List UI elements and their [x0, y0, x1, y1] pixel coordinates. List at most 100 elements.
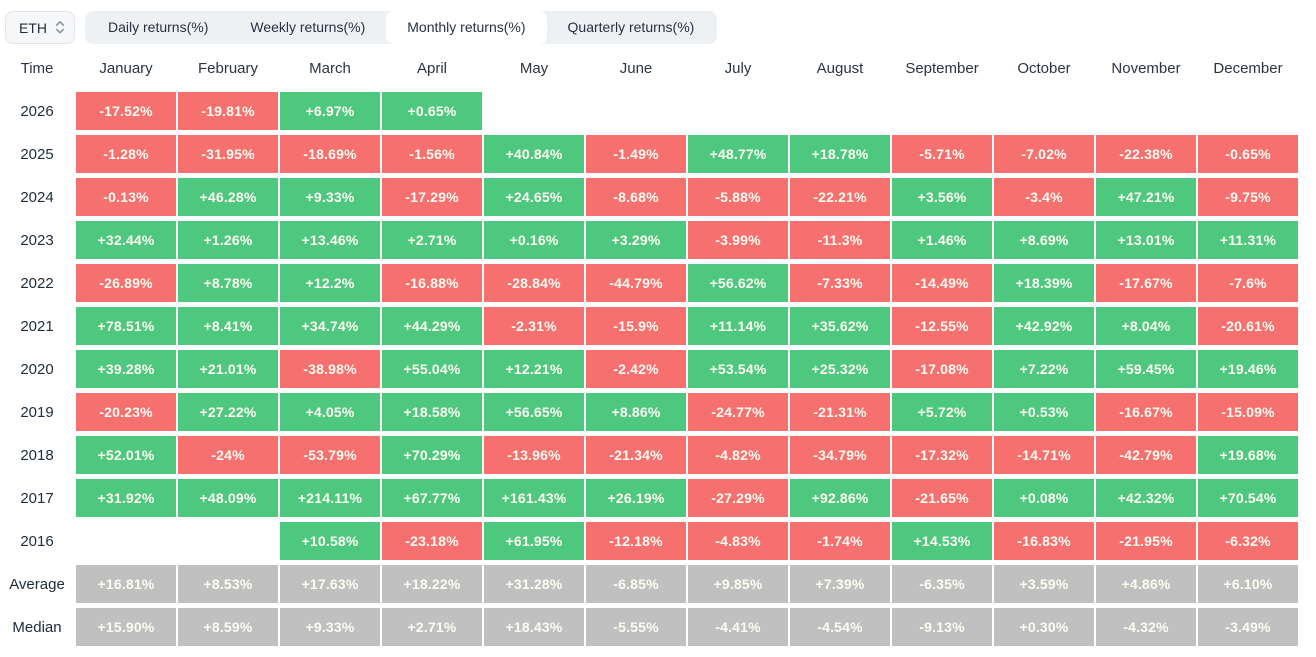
month-header-june: June — [619, 59, 653, 77]
return-cell: +56.62% — [688, 264, 788, 302]
return-cell: -17.52% — [76, 92, 176, 130]
return-cell: +67.77% — [382, 479, 482, 517]
tab-quarterly-returns[interactable]: Quarterly returns(%) — [567, 19, 695, 35]
row-label: 2025 — [20, 145, 54, 163]
return-cell: +19.68% — [1198, 436, 1298, 474]
month-header-may: May — [519, 59, 549, 77]
return-cell: +26.19% — [586, 479, 686, 517]
table-row: 2020 +39.28% +21.01% -38.98% +55.04% +12.21% -… — [0, 350, 1316, 388]
return-cell: -14.49% — [892, 264, 992, 302]
row-label: 2020 — [20, 360, 54, 378]
return-cell: +161.43% — [484, 479, 584, 517]
return-cell: +27.22% — [178, 393, 278, 431]
return-cell: -1.28% — [76, 135, 176, 173]
return-cell: +31.92% — [76, 479, 176, 517]
return-cell: +13.01% — [1096, 221, 1196, 259]
table-header-row: Time January February March April May June Jul… — [0, 56, 1316, 80]
return-cell: -24.77% — [688, 393, 788, 431]
return-cell — [1096, 92, 1196, 130]
tab-daily-returns[interactable]: Daily returns(%) — [108, 19, 209, 35]
row-label: 2024 — [20, 188, 54, 206]
return-cell: +42.92% — [994, 307, 1094, 345]
return-cell: +12.2% — [280, 264, 380, 302]
return-cell: -20.23% — [76, 393, 176, 431]
return-cell: +14.53% — [892, 522, 992, 560]
return-cell: -38.98% — [280, 350, 380, 388]
return-cell — [994, 92, 1094, 130]
return-cell: +6.97% — [280, 92, 380, 130]
return-cell: -17.67% — [1096, 264, 1196, 302]
return-cell — [178, 522, 278, 560]
return-cell: +18.78% — [790, 135, 890, 173]
return-cell: -1.74% — [790, 522, 890, 560]
return-cell: -21.31% — [790, 393, 890, 431]
return-cell: -2.42% — [586, 350, 686, 388]
return-cell: +8.53% — [178, 565, 278, 603]
return-cell: -16.67% — [1096, 393, 1196, 431]
table-row: 2016 +10.58% -23.18% +61.95% -12.18% -4.83% -1… — [0, 522, 1316, 560]
table-row: 2019 -20.23% +27.22% +4.05% +18.58% +56.65% +8… — [0, 393, 1316, 431]
month-header-january: January — [99, 59, 153, 77]
return-cell: +3.59% — [994, 565, 1094, 603]
return-cell: +47.21% — [1096, 178, 1196, 216]
return-cell: -7.33% — [790, 264, 890, 302]
return-cell: +12.21% — [484, 350, 584, 388]
return-cell: +3.56% — [892, 178, 992, 216]
return-cell: -0.13% — [76, 178, 176, 216]
return-cell: +11.31% — [1198, 221, 1298, 259]
return-cell: +2.71% — [382, 608, 482, 646]
return-cell: +17.63% — [280, 565, 380, 603]
return-cell: +0.16% — [484, 221, 584, 259]
return-cell: -27.29% — [688, 479, 788, 517]
return-cell: -17.08% — [892, 350, 992, 388]
return-cell: -18.69% — [280, 135, 380, 173]
return-cell: +52.01% — [76, 436, 176, 474]
asset-selector-value: ETH — [19, 19, 47, 36]
return-cell: -19.81% — [178, 92, 278, 130]
return-cell: -34.79% — [790, 436, 890, 474]
return-cell: +0.65% — [382, 92, 482, 130]
return-cell: +0.08% — [994, 479, 1094, 517]
return-cell: -6.32% — [1198, 522, 1298, 560]
return-cell: -7.6% — [1198, 264, 1298, 302]
toolbar: ETH Daily returns(%) Weekly returns(%) M… — [0, 0, 1316, 44]
return-cell — [790, 92, 890, 130]
return-cell: +70.29% — [382, 436, 482, 474]
return-cell: +8.78% — [178, 264, 278, 302]
return-cell: +46.28% — [178, 178, 278, 216]
return-cell: -12.55% — [892, 307, 992, 345]
return-cell: +55.04% — [382, 350, 482, 388]
return-cell: +18.43% — [484, 608, 584, 646]
return-cell: -4.32% — [1096, 608, 1196, 646]
return-cell: -20.61% — [1198, 307, 1298, 345]
return-cell: -17.32% — [892, 436, 992, 474]
return-cell: +5.72% — [892, 393, 992, 431]
return-cell: -15.9% — [586, 307, 686, 345]
row-label: 2019 — [20, 403, 54, 421]
return-cell: -8.68% — [586, 178, 686, 216]
return-cell: -42.79% — [1096, 436, 1196, 474]
return-cell: +11.14% — [688, 307, 788, 345]
tab-monthly-returns[interactable]: Monthly returns(%) — [386, 11, 547, 44]
asset-selector[interactable]: ETH — [5, 11, 75, 44]
updown-chevron-icon — [55, 20, 65, 35]
return-cell: +19.46% — [1198, 350, 1298, 388]
return-cell: -5.88% — [688, 178, 788, 216]
return-cell: +8.04% — [1096, 307, 1196, 345]
return-cell: -4.83% — [688, 522, 788, 560]
return-cell: +4.05% — [280, 393, 380, 431]
return-cell: -24% — [178, 436, 278, 474]
return-cell: -15.09% — [1198, 393, 1298, 431]
return-cell: +13.46% — [280, 221, 380, 259]
return-cell: -4.41% — [688, 608, 788, 646]
return-cell: -9.13% — [892, 608, 992, 646]
month-header-april: April — [416, 59, 447, 77]
return-cell: +35.62% — [790, 307, 890, 345]
return-cell: +10.58% — [280, 522, 380, 560]
return-cell: -21.95% — [1096, 522, 1196, 560]
return-cell: +48.09% — [178, 479, 278, 517]
return-cell: +24.65% — [484, 178, 584, 216]
return-cell: +59.45% — [1096, 350, 1196, 388]
return-cell: -1.56% — [382, 135, 482, 173]
tab-weekly-returns[interactable]: Weekly returns(%) — [250, 19, 366, 35]
